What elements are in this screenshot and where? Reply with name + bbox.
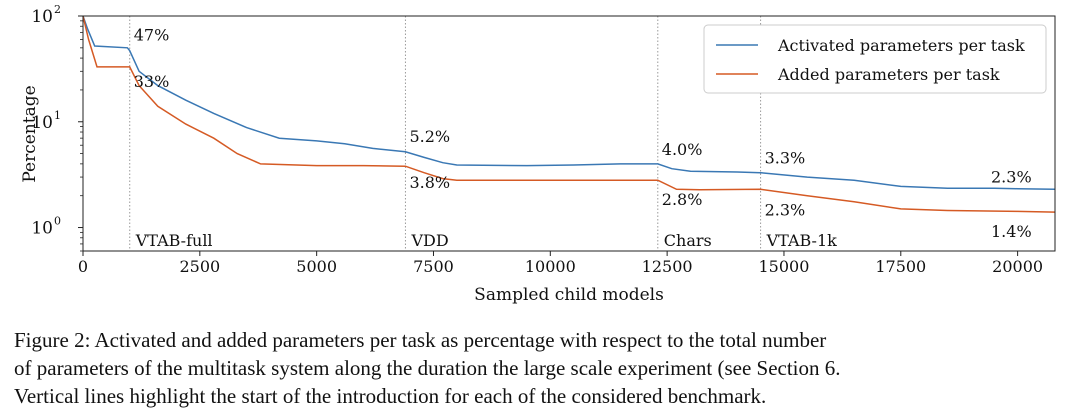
legend-label-activated: Activated parameters per task [777,36,1025,55]
y-tick-label: 10 [31,7,53,27]
x-tick-label: 5000 [296,257,337,276]
series-line-1 [82,15,1056,213]
x-tick-label: 0 [78,257,88,276]
y-tick-exponent: 2 [54,3,61,16]
data-label: 33% [134,72,170,91]
y-tick-exponent: 0 [54,215,61,228]
plot-frame [82,15,1056,252]
legend: Activated parameters per task Added para… [703,24,1047,94]
x-tick-label: 17500 [875,257,926,276]
benchmark-label: VTAB-1k [766,231,838,250]
y-tick-label: 10 [31,219,53,239]
figure-caption: Figure 2: Activated and added parameters… [14,326,1074,410]
data-label: 2.8% [662,190,703,209]
x-axis: 0 2500 5000 7500 10000 12500 15000 17500 20000 [78,251,1043,276]
x-tick-label: 20000 [992,257,1043,276]
data-label: 3.3% [765,149,806,168]
y-axis-label: Percentage [20,85,40,182]
data-label: 3.8% [409,173,450,192]
data-label: 4.0% [662,140,703,159]
x-tick-label: 7500 [413,257,454,276]
caption-line-1: Figure 2: Activated and added parameters… [14,328,827,352]
x-tick-label: 15000 [759,257,810,276]
benchmark-label: VTAB-full [135,231,213,250]
benchmark-label: Chars [664,231,712,250]
x-tick-label: 12500 [642,257,693,276]
data-label: 47% [134,26,170,45]
data-label: 5.2% [409,127,450,146]
plot-area: VTAB-full VDD Chars VTAB-1k 47% 33% 5.2% 3.8% 4.… [82,15,1056,251]
y-tick-exponent: 1 [54,109,61,122]
caption-line-3: Vertical lines highlight the start of th… [14,384,767,408]
x-tick-label: 2500 [179,257,220,276]
x-axis-label: Sampled child models [474,285,664,305]
series-line-0 [82,15,1056,191]
y-tick-label: 10 [31,113,53,133]
data-label: 2.3% [765,200,806,219]
legend-label-added: Added parameters per task [777,65,1000,84]
legend-box [703,24,1047,94]
x-tick-label: 10000 [525,257,576,276]
chart: VTAB-full VDD Chars VTAB-1k 47% 33% 5.2% 3.8% 4.… [20,3,1056,305]
benchmark-label: VDD [410,231,448,250]
data-label: 1.4% [991,222,1032,241]
data-label: 2.3% [991,167,1032,186]
caption-line-2: of parameters of the multitask system al… [14,356,841,380]
